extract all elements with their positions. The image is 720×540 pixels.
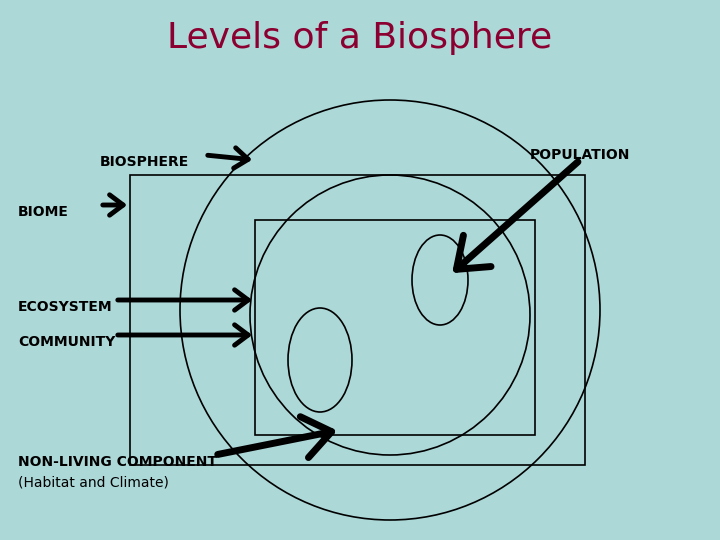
Text: (Habitat and Climate): (Habitat and Climate): [18, 475, 169, 489]
Text: ECOSYSTEM: ECOSYSTEM: [18, 300, 112, 314]
Text: POPULATION: POPULATION: [530, 148, 631, 162]
Text: BIOSPHERE: BIOSPHERE: [100, 155, 189, 169]
Bar: [130, 175, 585, 465]
Text: NON-LIVING COMPONENT: NON-LIVING COMPONENT: [18, 455, 217, 469]
Bar: [255, 220, 535, 435]
Text: COMMUNITY: COMMUNITY: [18, 335, 115, 349]
Text: Levels of a Biosphere: Levels of a Biosphere: [168, 21, 552, 55]
Text: BIOME: BIOME: [18, 205, 69, 219]
